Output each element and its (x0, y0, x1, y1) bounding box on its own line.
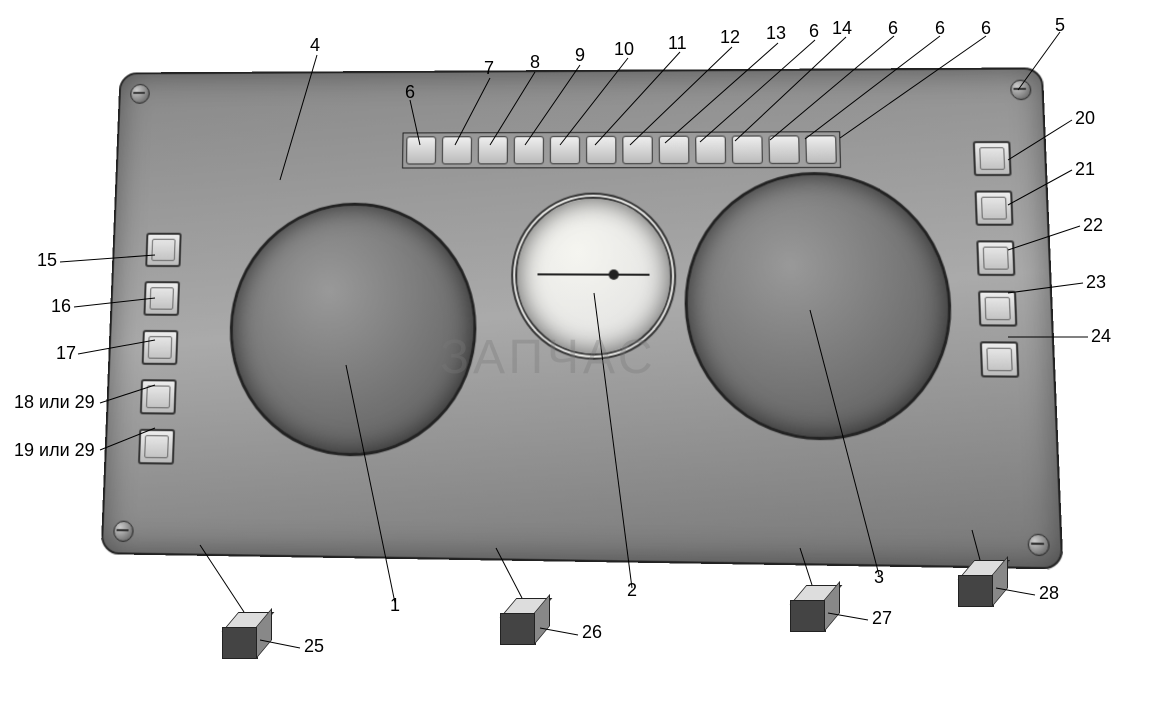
connector-cube (958, 560, 1000, 602)
callout-label: 10 (614, 39, 634, 60)
side-button (978, 291, 1017, 327)
callout-label: 2 (627, 580, 637, 601)
callout-label: 1 (390, 595, 400, 616)
callout-label: 23 (1086, 272, 1106, 293)
callout-label: 11 (668, 33, 687, 54)
callout-label: 3 (874, 567, 884, 588)
callout-label: 14 (832, 18, 852, 39)
side-button (143, 281, 180, 316)
indicator-button (550, 136, 580, 164)
screw-icon (113, 521, 134, 542)
callout-label: 6 (888, 18, 898, 39)
callout-label: 27 (872, 608, 892, 629)
indicator-button (478, 136, 508, 164)
callout-label: 7 (484, 58, 494, 79)
indicator-button (442, 136, 472, 164)
screw-icon (1010, 80, 1032, 100)
indicator-button (659, 136, 690, 164)
callout-label: 17 (56, 343, 76, 364)
gauge-right (683, 172, 955, 442)
callout-label: 28 (1039, 583, 1059, 604)
side-button (975, 190, 1014, 225)
callout-label: 12 (720, 27, 740, 48)
callout-label: 6 (981, 18, 991, 39)
side-button (976, 240, 1015, 276)
left-button-column (138, 233, 182, 465)
screw-icon (1027, 534, 1050, 556)
callout-label: 6 (935, 18, 945, 39)
top-button-row (402, 131, 841, 168)
side-button (145, 233, 181, 267)
callout-label: 26 (582, 622, 602, 643)
callout-label: 21 (1075, 159, 1095, 180)
callout-label: 9 (575, 45, 585, 66)
gauge-center (511, 193, 677, 361)
instrument-panel (101, 67, 1064, 569)
callout-label: 20 (1075, 108, 1095, 129)
callout-label: 18 или 29 (14, 392, 95, 413)
gauge-needle (537, 273, 649, 275)
indicator-button (406, 136, 436, 164)
indicator-button (514, 136, 544, 164)
connector-cube (500, 598, 542, 640)
callout-label: 24 (1091, 326, 1111, 347)
side-button (140, 379, 177, 414)
right-button-column (973, 141, 1020, 378)
callout-label: 8 (530, 52, 540, 73)
callout-label: 16 (51, 296, 71, 317)
callout-label: 6 (809, 21, 819, 42)
callout-label: 13 (766, 23, 786, 44)
callout-label: 19 или 29 (14, 440, 95, 461)
side-button (973, 141, 1012, 176)
callout-label: 15 (37, 250, 57, 271)
indicator-button (805, 135, 836, 164)
indicator-button (586, 136, 616, 164)
callout-label: 4 (310, 35, 320, 56)
side-button (138, 429, 175, 465)
side-button (980, 341, 1020, 377)
connector-cube (222, 612, 264, 654)
callout-label: 25 (304, 636, 324, 657)
callout-label: 6 (405, 82, 415, 103)
indicator-button (769, 135, 800, 164)
indicator-button (732, 136, 763, 165)
gauge-left (226, 203, 477, 458)
indicator-button (622, 136, 653, 164)
connector-cube (790, 585, 832, 627)
indicator-button (695, 136, 726, 164)
side-button (142, 330, 179, 365)
screw-icon (130, 84, 150, 104)
callout-label: 5 (1055, 15, 1065, 36)
callout-label: 22 (1083, 215, 1103, 236)
